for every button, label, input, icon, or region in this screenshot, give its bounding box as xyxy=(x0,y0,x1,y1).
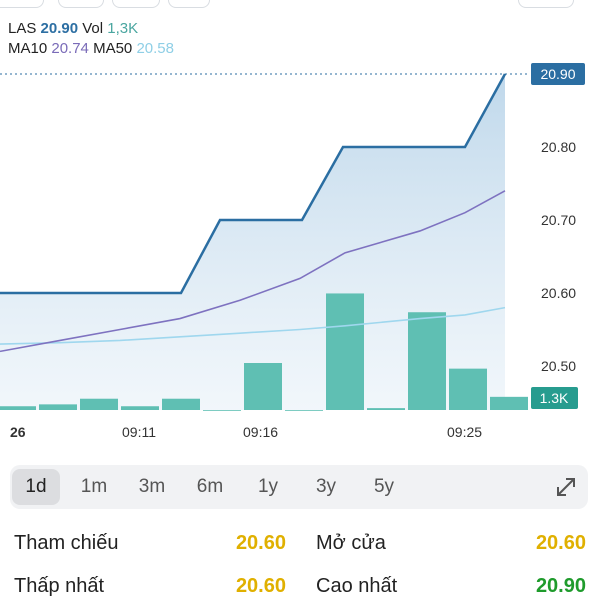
expand-icon[interactable] xyxy=(550,471,582,503)
volume-bar xyxy=(367,408,405,410)
period-1m[interactable]: 1m xyxy=(80,476,108,497)
volume-bar xyxy=(285,410,323,411)
volume-bars xyxy=(0,293,528,411)
ma50-label: MA50 xyxy=(93,40,133,57)
volume-bar xyxy=(0,406,36,410)
high-label: Cao nhất xyxy=(316,575,398,597)
low-value: 20.60 xyxy=(235,575,286,597)
volume-tag-bg xyxy=(531,387,578,409)
y-tick-label: 20.80 xyxy=(541,139,576,155)
open-label: Mở cửa xyxy=(316,532,386,554)
ma10-value: 20.74 xyxy=(51,40,89,57)
ref-label: Tham chiếu xyxy=(14,532,119,554)
legend-row-2: MA10 20.74 MA50 20.58 xyxy=(8,40,174,58)
y-tick-label: 20.70 xyxy=(541,212,576,228)
volume-bar xyxy=(39,404,77,410)
period-3y[interactable]: 3y xyxy=(315,476,337,497)
vol-label: Vol xyxy=(82,20,104,37)
x-tick-label: 26 xyxy=(10,424,26,440)
low-label: Thấp nhất xyxy=(14,575,105,597)
legend-row-1: LAS 20.90 Vol 1,3K xyxy=(8,20,138,38)
period-3m[interactable]: 3m xyxy=(138,476,166,497)
volume-bar xyxy=(203,410,241,411)
y-tick-label: 20.50 xyxy=(541,358,576,374)
ma10-line xyxy=(0,190,506,353)
period-1y[interactable]: 1y xyxy=(257,476,279,497)
x-axis: 26 09:11 09:16 09:25 xyxy=(10,424,482,440)
las-label: LAS xyxy=(8,20,37,37)
price-chart[interactable]: 20.80 20.70 20.60 20.50 26 09:11 09:16 09:25 2… xyxy=(0,0,600,460)
price-tag-bg xyxy=(531,63,585,85)
axis-tags: 20.90 1.3K xyxy=(531,63,585,409)
period-selector: 1d 1m 3m 6m 1y 3y 5y xyxy=(10,465,588,509)
price-area-fill xyxy=(0,74,505,410)
volume-bar xyxy=(162,398,200,410)
top-tab-strip xyxy=(0,0,600,8)
volume-bar xyxy=(326,293,364,410)
volume-bar xyxy=(121,406,159,410)
period-5y[interactable]: 5y xyxy=(373,476,395,497)
high-value: 20.90 xyxy=(535,575,586,597)
ma50-line xyxy=(0,306,506,345)
y-axis: 20.80 20.70 20.60 20.50 xyxy=(541,139,576,374)
volume-bar xyxy=(490,396,528,410)
x-tick-label: 09:11 xyxy=(122,424,156,440)
ma50-value: 20.58 xyxy=(136,40,174,57)
volume-bar xyxy=(244,363,282,410)
chart-lines xyxy=(0,73,507,353)
las-value: 20.90 xyxy=(40,20,79,37)
vol-value: 1,3K xyxy=(107,20,139,37)
period-1d[interactable]: 1d xyxy=(12,469,60,505)
las-line xyxy=(0,73,507,295)
period-6m[interactable]: 6m xyxy=(196,476,224,497)
volume-bar xyxy=(449,368,487,410)
ma10-label: MA10 xyxy=(8,40,48,57)
ref-value: 20.60 xyxy=(235,532,286,554)
price-tag-text: 20.90 xyxy=(540,66,575,82)
price-area xyxy=(0,74,505,410)
y-tick-label: 20.60 xyxy=(541,285,576,301)
volume-bar xyxy=(408,312,446,410)
open-value: 20.60 xyxy=(535,532,586,554)
volume-tag-text: 1.3K xyxy=(540,390,569,406)
x-tick-label: 09:25 xyxy=(447,424,482,440)
x-tick-label: 09:16 xyxy=(243,424,278,440)
volume-bar xyxy=(80,398,118,410)
